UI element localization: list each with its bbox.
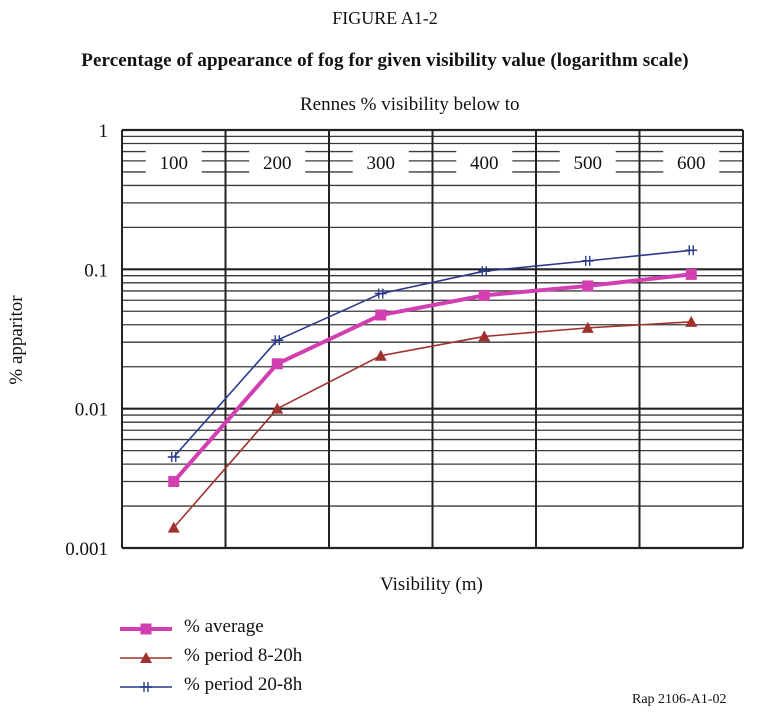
x-tick-label: 200 [263, 153, 292, 174]
figure-reference: Rap 2106-A1-02 [632, 692, 727, 708]
data-point [686, 269, 697, 280]
data-point [582, 256, 594, 266]
legend-label: % period 8-20h [184, 645, 302, 667]
y-tick-label: 0.1 [84, 260, 108, 281]
x-tick-label: 500 [574, 153, 603, 174]
data-point [141, 624, 152, 635]
x-tick-label: 300 [367, 153, 396, 174]
grid [122, 130, 743, 548]
data-point [168, 476, 179, 487]
y-tick-label: 1 [99, 121, 109, 142]
data-point [168, 452, 180, 462]
x-tick-label: 400 [470, 153, 499, 174]
data-point [375, 310, 386, 321]
data-point [582, 280, 593, 291]
data-point [272, 358, 283, 369]
y-tick-label: 0.001 [65, 539, 108, 560]
data-point [478, 266, 490, 276]
x-tick-label: 100 [160, 153, 189, 174]
legend-label: % period 20-8h [184, 674, 302, 696]
data-point [140, 682, 152, 692]
legend-swatch-average [118, 618, 174, 640]
legend-swatch-period-8-20h [118, 647, 174, 669]
data-point [685, 245, 697, 255]
data-point [479, 290, 490, 301]
y-tick-label: 0.01 [75, 400, 108, 421]
x-tick-label: 600 [677, 153, 706, 174]
data-point [375, 289, 387, 299]
data-point [271, 335, 283, 345]
legend-label: % average [184, 616, 264, 638]
legend-swatch-period-20-8h [118, 676, 174, 698]
